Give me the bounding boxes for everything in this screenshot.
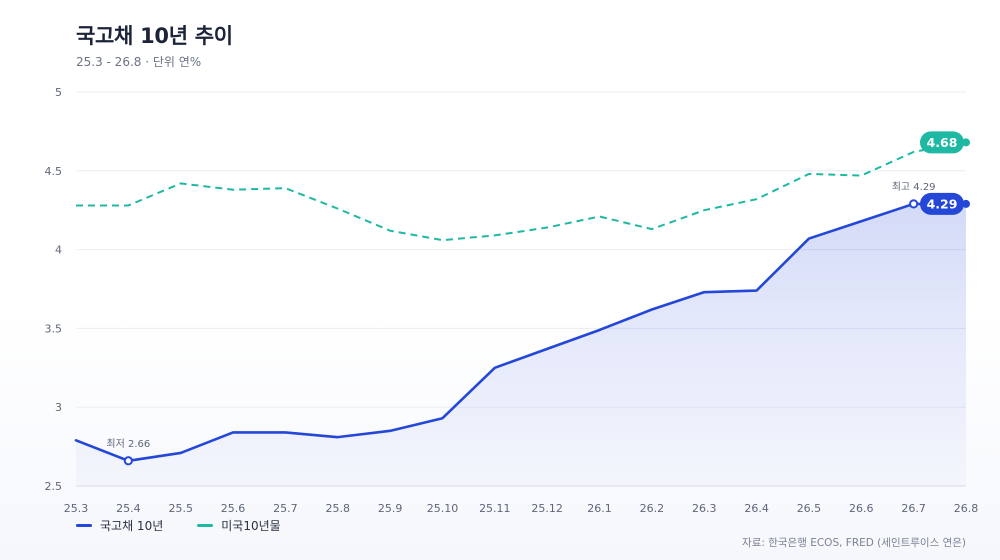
legend-label-kr: 국고채 10년 (100, 519, 164, 533)
series-end-dot (962, 199, 970, 208)
legend-item-kr[interactable]: 국고채 10년 (76, 517, 163, 534)
x-tick-label: 26.2 (640, 502, 665, 515)
x-tick-label: 25.3 (64, 502, 89, 515)
series-line-kr (74, 202, 968, 463)
value-badge-label: 4.29 (927, 196, 958, 211)
annotation-point (909, 199, 919, 209)
y-axis: 2.5 3 3.5 4 4.5 5 (45, 86, 63, 493)
chart-title: 국고채 10년 추이 (76, 24, 233, 48)
x-tick-label: 26.4 (744, 502, 769, 515)
source-note: 자료: 한국은행 ECOS, FRED (세인트루이스 연은) (742, 537, 966, 549)
x-tick-label: 25.5 (168, 502, 193, 515)
chart-subtitle: 25.3 - 26.8 · 단위 연% (76, 55, 202, 69)
x-tick-label: 25.7 (273, 502, 298, 515)
x-tick-label: 26.8 (954, 502, 979, 515)
x-tick-label: 25.10 (427, 502, 459, 515)
y-tick-label: 3 (55, 401, 62, 414)
x-tick-label: 25.11 (479, 502, 511, 515)
annotation-label: 최고 4.29 (892, 181, 936, 193)
x-tick-label: 26.6 (849, 502, 874, 515)
y-tick-label: 3.5 (45, 322, 63, 335)
x-tick-label: 26.5 (797, 502, 822, 515)
annotation-label: 최저 2.66 (106, 438, 150, 450)
annotation-point (123, 456, 133, 466)
x-tick-label: 25.8 (326, 502, 351, 515)
x-tick-label: 25.6 (221, 502, 246, 515)
series-area-kr (76, 203, 966, 486)
y-tick-label: 5 (55, 86, 62, 99)
x-tick-label: 25.12 (531, 502, 563, 515)
annotations: 최저 2.66 최고 4.29 4.29 4.68 (106, 131, 970, 466)
x-tick-label: 26.3 (692, 502, 717, 515)
x-axis: 25.3 25.4 25.5 25.6 25.7 25.8 25.9 25.10 25.11 25… (64, 502, 979, 515)
series-end-dot (962, 138, 970, 147)
value-badge (920, 192, 964, 215)
legend-item-us[interactable]: 미국10년물 (197, 517, 281, 534)
series-group (74, 141, 968, 486)
x-tick-label: 25.4 (116, 502, 141, 515)
legend-label-us: 미국10년물 (221, 519, 281, 533)
value-badge-label: 4.68 (927, 135, 958, 150)
y-tick-label: 4.5 (45, 165, 63, 178)
x-tick-label: 26.1 (587, 502, 612, 515)
y-tick-label: 4 (55, 244, 62, 257)
value-badge (920, 131, 964, 154)
y-tick-label: 2.5 (45, 480, 63, 493)
x-tick-label: 26.7 (901, 502, 926, 515)
x-tick-label: 25.9 (378, 502, 403, 515)
legend: 국고채 10년 미국10년물 (76, 517, 281, 534)
legend-swatch-kr (76, 524, 92, 527)
legend-swatch-us (197, 524, 214, 527)
series-line-us (76, 141, 967, 242)
